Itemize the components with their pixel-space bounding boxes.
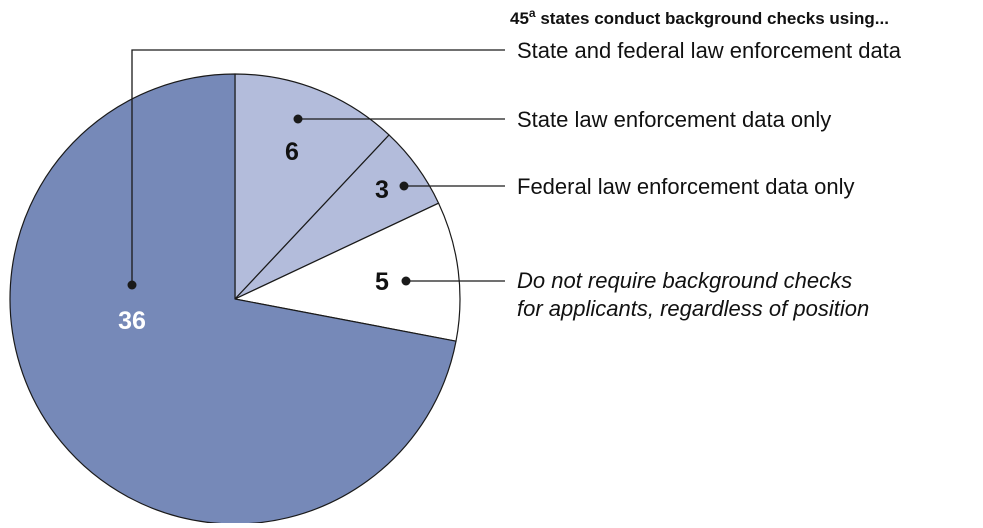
leader-dot [127, 280, 137, 290]
pie-slice [234, 73, 390, 300]
value-labels-layer: 36 6 3 5 [118, 138, 389, 335]
legend-label-line: State and federal law enforcement data [517, 38, 902, 63]
chart-title-superscript: a [529, 6, 536, 20]
legend-label-line: Federal law enforcement data only [517, 174, 855, 199]
leader-line [131, 49, 505, 285]
leader-dot [293, 114, 303, 124]
legend-label: State law enforcement data only [517, 107, 831, 132]
legend-label-line: Do not require background checks [517, 268, 852, 293]
slice-value-label: 5 [375, 268, 389, 296]
pie-slice [9, 73, 457, 525]
pie-slice [234, 202, 461, 342]
legend-layer: State and federal law enforcement data St… [517, 38, 902, 321]
slice-value-label: 6 [285, 138, 299, 166]
legend-label: Federal law enforcement data only [517, 174, 855, 199]
leader-dot [399, 181, 409, 191]
leader-lines-layer [127, 49, 505, 290]
legend-label-line: for applicants, regardless of position [517, 296, 869, 321]
slice-value-label: 36 [118, 307, 146, 335]
legend-label-line: State law enforcement data only [517, 107, 831, 132]
legend-label: Do not require background checks for appl… [517, 268, 869, 321]
chart-title-suffix: states conduct background checks using..… [536, 9, 889, 28]
legend-label: State and federal law enforcement data [517, 38, 902, 63]
slice-value-label: 3 [375, 176, 389, 204]
slices-layer [9, 73, 461, 525]
chart-title-number: 45 [510, 9, 529, 28]
leader-dot [401, 276, 411, 286]
chart-title: 45a states conduct background checks usi… [510, 6, 889, 28]
